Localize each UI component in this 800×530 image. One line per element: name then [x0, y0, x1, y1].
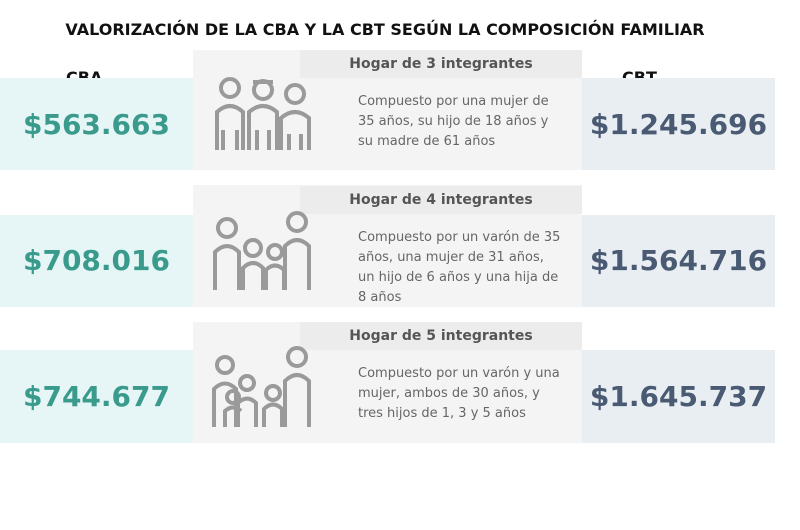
family-description: Compuesto por una mujer de 35 años, su h…: [358, 94, 549, 149]
cbt-panel: [582, 78, 775, 170]
family-icon: [213, 211, 311, 290]
family-title: Hogar de 4 integrantes: [300, 186, 582, 214]
cbt-value: $1.245.696: [589, 108, 768, 141]
cbt-panel: [582, 350, 775, 443]
cba-panel: [0, 350, 193, 443]
cba-panel: [0, 78, 193, 170]
cbt-value: $1.564.716: [589, 244, 768, 277]
cbt-value: $1.645.737: [589, 380, 768, 413]
family-description: Compuesto por un varón y una mujer, ambo…: [358, 366, 560, 421]
cba-value: $708.016: [22, 244, 170, 277]
family-title: Hogar de 3 integrantes: [300, 50, 582, 78]
family-title: Hogar de 5 integrantes: [300, 322, 582, 350]
family-description: Compuesto por un varón de 35 años, una m…: [358, 230, 561, 305]
cba-panel: [0, 215, 193, 307]
family-icon: [215, 77, 311, 150]
family-icon: [212, 346, 311, 427]
cba-value: $563.663: [22, 108, 170, 141]
cbt-panel: [582, 215, 775, 307]
cba-value: $744.677: [22, 380, 170, 413]
title: VALORIZACIÓN DE LA CBA Y LA CBT SEGÚN LA…: [65, 20, 705, 39]
